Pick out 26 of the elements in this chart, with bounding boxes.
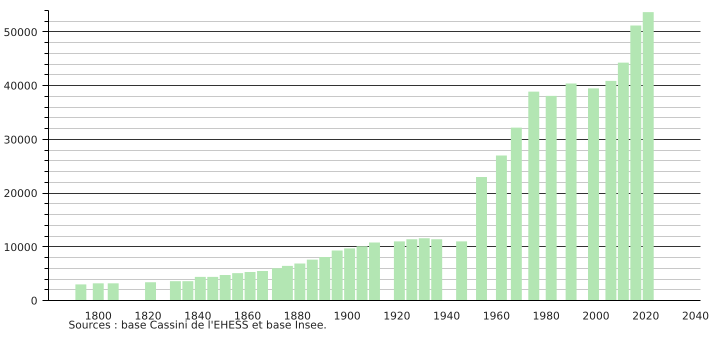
- x-tick-label: 1940: [433, 310, 460, 322]
- x-tick-label: 1980: [532, 310, 560, 322]
- x-tick-label: 1900: [334, 310, 361, 322]
- x-tick-label: 2020: [632, 310, 660, 322]
- bar: [510, 128, 522, 300]
- bar: [476, 176, 487, 300]
- x-tick-label: 2000: [582, 310, 610, 322]
- x-tick-label: 2040: [682, 310, 710, 322]
- y-tick-label: 0: [30, 294, 38, 308]
- x-tick-label: 1920: [383, 310, 411, 322]
- bar: [496, 156, 507, 300]
- y-tick-label: 40000: [4, 80, 38, 93]
- bar: [566, 84, 577, 300]
- y-tick-label: 10000: [4, 240, 38, 254]
- bar: [528, 92, 540, 300]
- bar: [546, 96, 557, 300]
- bar: [588, 88, 599, 300]
- bar: [75, 284, 86, 300]
- x-tick-label: 1960: [482, 310, 510, 322]
- y-tick-label: 50000: [4, 26, 38, 39]
- bar: [145, 282, 156, 300]
- bar: [92, 283, 104, 300]
- y-tick-label: 20000: [4, 187, 38, 200]
- y-tick-label: 30000: [4, 133, 38, 146]
- bar: [456, 241, 468, 300]
- bar: [108, 283, 119, 300]
